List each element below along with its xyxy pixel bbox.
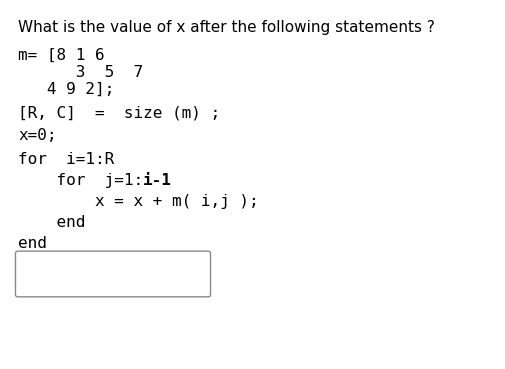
Text: [R, C]  =  size (m) ;: [R, C] = size (m) ;	[18, 106, 220, 121]
Text: x = x + m( i,j );: x = x + m( i,j );	[18, 194, 258, 209]
Text: i-1: i-1	[143, 173, 172, 188]
Text: What is the value of x after the following statements ?: What is the value of x after the followi…	[18, 20, 434, 35]
Text: end: end	[18, 215, 85, 230]
Text: m= [8 1 6: m= [8 1 6	[18, 48, 105, 63]
Text: 3  5  7: 3 5 7	[18, 65, 143, 80]
Text: x=0;: x=0;	[18, 128, 57, 143]
Text: 4 9 2];: 4 9 2];	[18, 82, 114, 97]
Text: for  i=1:R: for i=1:R	[18, 152, 114, 167]
Text: for  j=1:: for j=1:	[18, 173, 143, 188]
Text: end: end	[18, 236, 47, 251]
